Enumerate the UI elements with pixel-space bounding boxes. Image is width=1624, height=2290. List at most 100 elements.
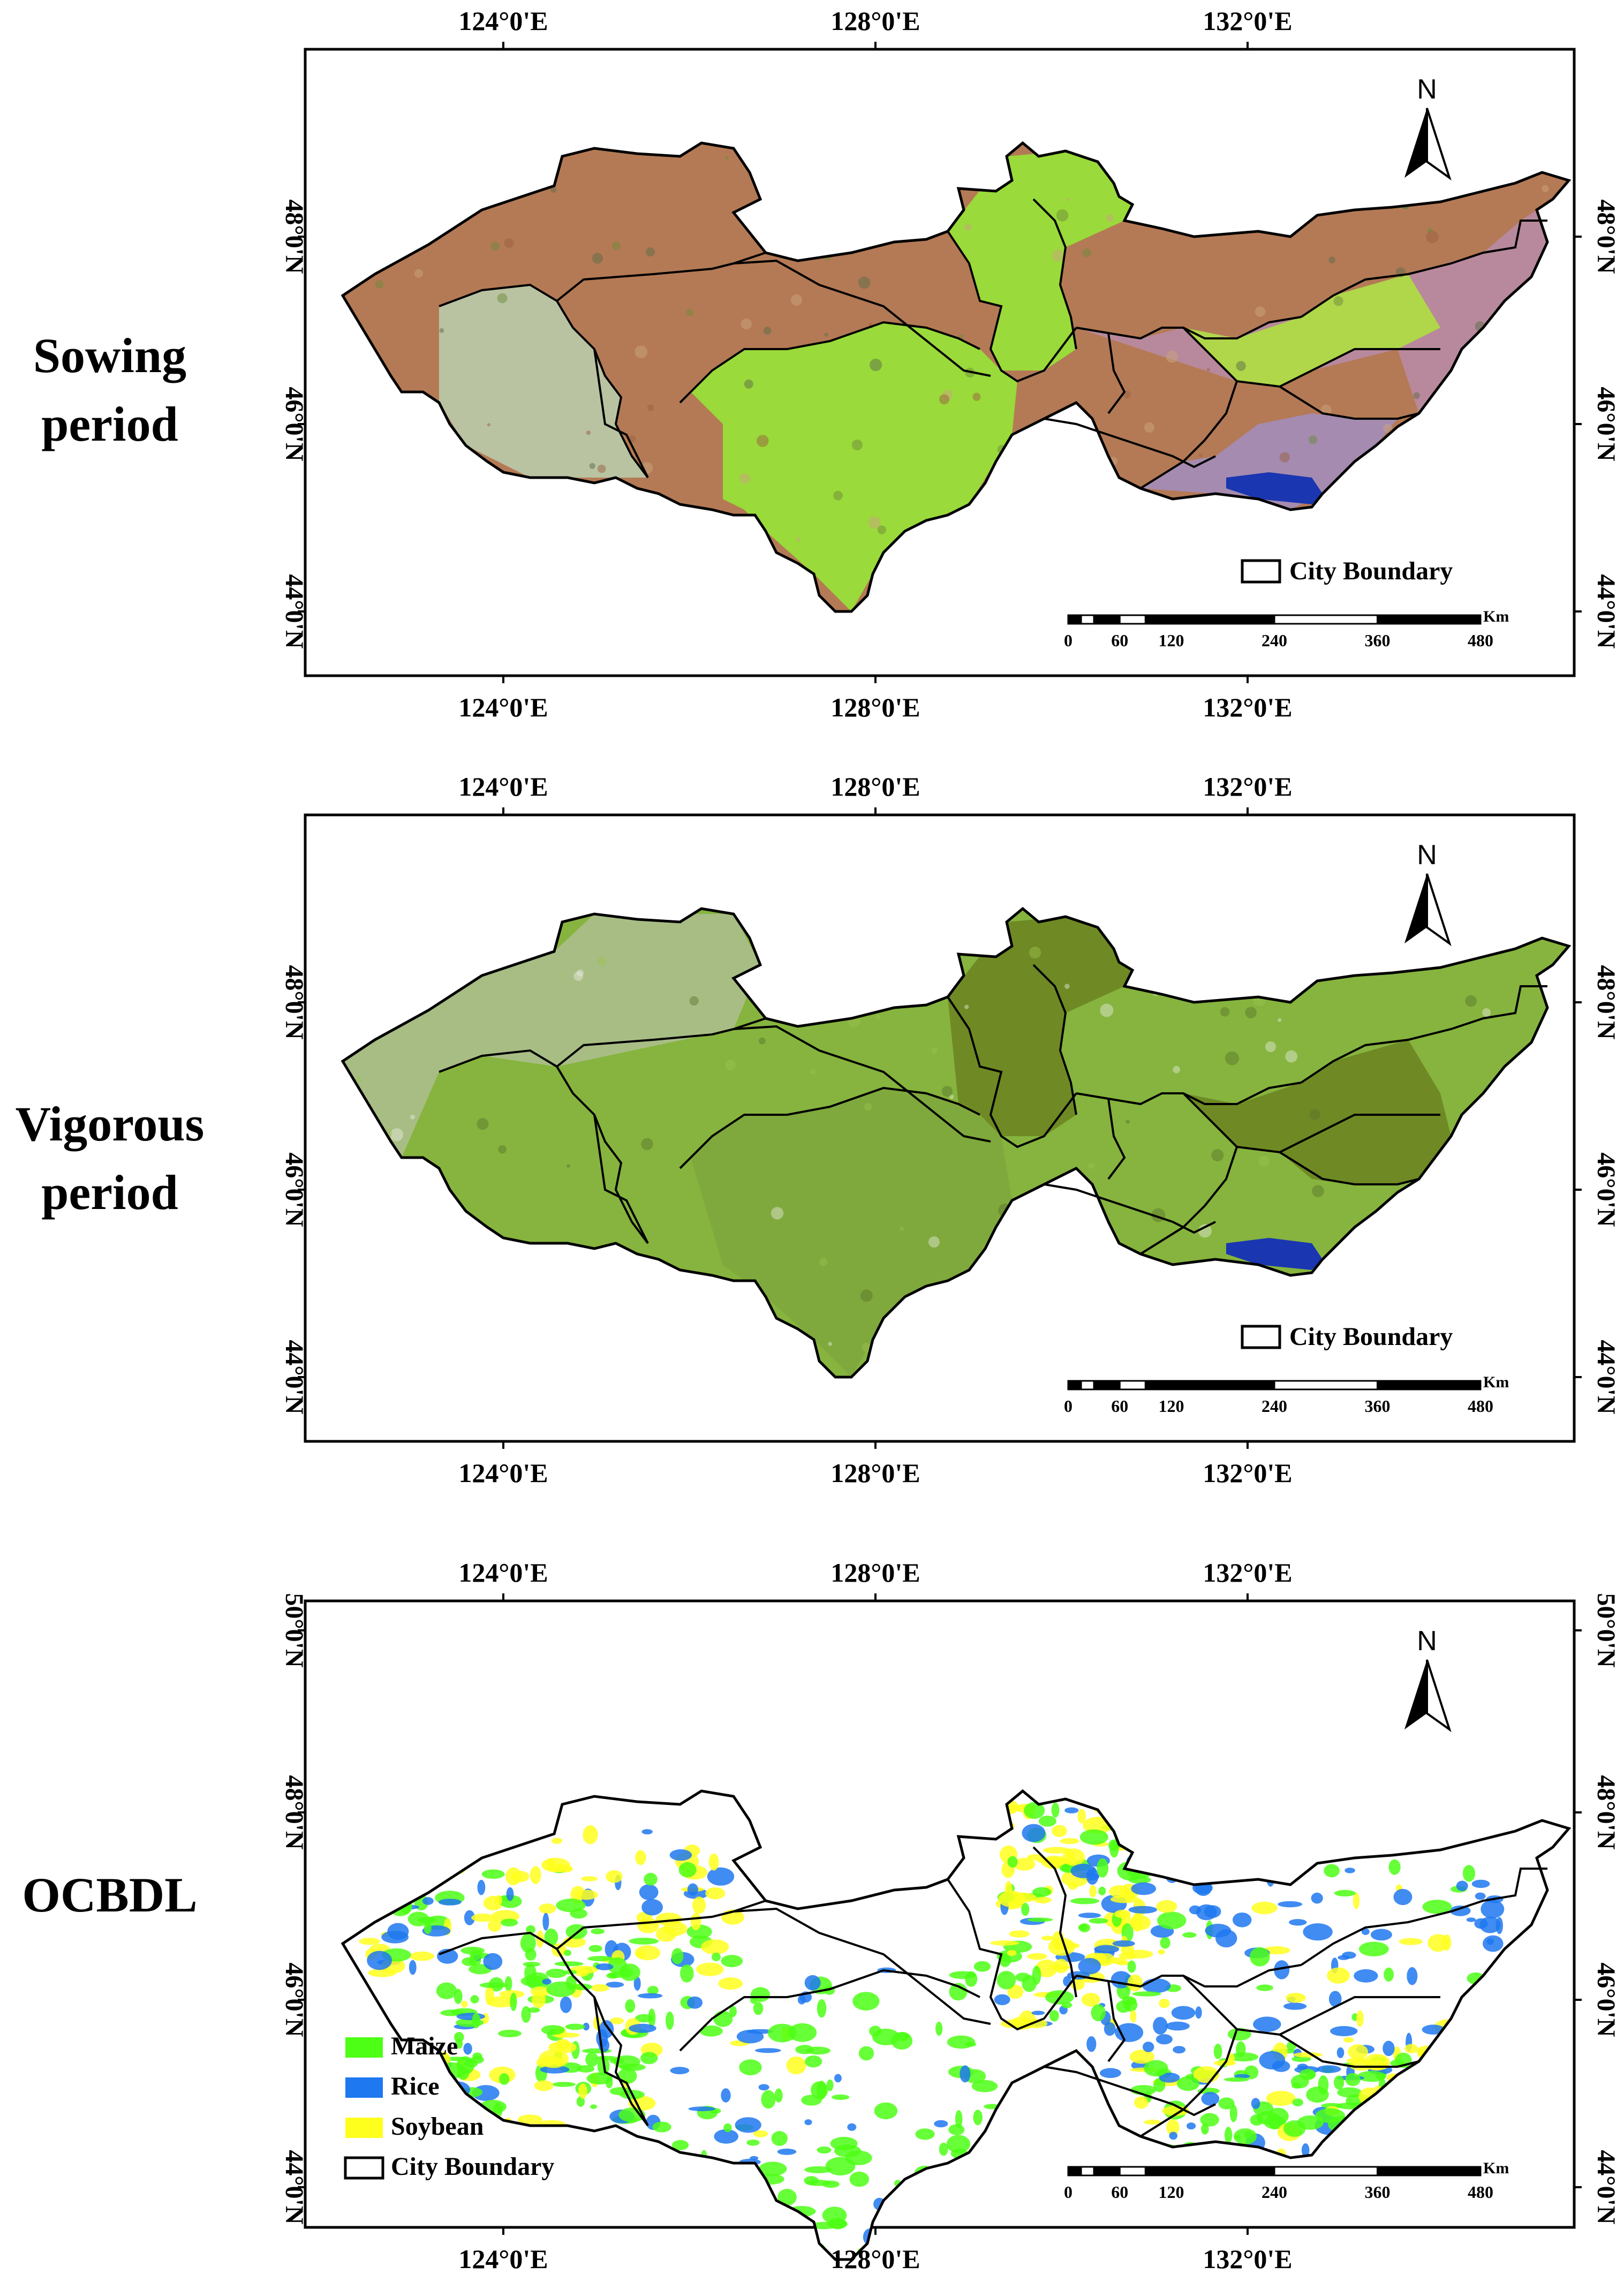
crop-patch	[1051, 1802, 1060, 1818]
lat-label-left: 46°0'N	[280, 387, 308, 462]
crop-patch	[477, 1879, 486, 1895]
scale-bar-segment	[1170, 614, 1275, 625]
texture-dot	[864, 1102, 872, 1111]
scale-label: 480	[1468, 1396, 1493, 1416]
city-boundary-line	[679, 391, 692, 404]
legend-swatch	[1241, 1325, 1281, 1349]
crop-patch	[424, 1922, 432, 1934]
texture-dot	[439, 328, 444, 333]
scale-bar-segment	[1144, 1380, 1172, 1390]
texture-dot	[741, 318, 752, 330]
crop-patch	[641, 1829, 653, 1834]
crop-patch	[464, 1910, 475, 1925]
crop-patch	[714, 2129, 738, 2144]
crop-patch	[1343, 2037, 1354, 2043]
crop-patch	[759, 2161, 787, 2176]
crop-patch	[692, 1896, 706, 1914]
crop-patch	[1114, 1909, 1131, 1918]
texture-dot	[724, 1060, 736, 1071]
north-arrow-icon	[1404, 1660, 1427, 1729]
texture-dot	[1285, 1050, 1298, 1063]
region-outline	[341, 1789, 1572, 2261]
crop-patch	[1078, 1923, 1091, 1932]
crop-patch	[472, 2013, 480, 2029]
water-body	[1226, 472, 1323, 504]
lat-label-right: 46°0'N	[1592, 1152, 1620, 1227]
crop-patch	[786, 2056, 806, 2075]
crop-patch	[964, 2042, 977, 2047]
crop-patch	[1024, 2019, 1048, 2028]
crop-patch	[608, 1957, 627, 1974]
city-boundary-line	[1032, 1846, 1077, 1998]
crop-patch	[606, 1870, 623, 1883]
crop-patch	[456, 2013, 485, 2020]
crop-patch	[587, 1956, 613, 1961]
city-boundary-line	[733, 252, 766, 264]
crop-patch	[736, 2030, 764, 2044]
row-label-vigorous: Vigorous period	[0, 1090, 220, 1227]
texture-dot	[1106, 214, 1114, 222]
crop-patch	[1112, 1940, 1135, 1947]
crop-patch	[1062, 1848, 1085, 1866]
crop-patch	[1334, 1890, 1356, 1896]
texture-dot	[964, 223, 972, 231]
lon-label-bottom: 124°0'E	[458, 692, 548, 722]
crop-patch	[1330, 2026, 1358, 2036]
map-figure: 124°0'E 124°0'E 128°0'E 128°0'E 132°0'E 132°0…	[280, 772, 1620, 1488]
crop-patch	[1176, 2076, 1200, 2091]
crop-patch	[1475, 1892, 1486, 1900]
crop-patch	[955, 2110, 963, 2128]
crop-patch	[1338, 1955, 1350, 1960]
crop-patch	[1201, 2123, 1209, 2135]
crop-patch	[1166, 2119, 1180, 2136]
crop-patch	[471, 2055, 484, 2064]
crop-patch	[1035, 1959, 1058, 1977]
texture-dot	[1100, 1003, 1114, 1017]
crop-patch	[1007, 1856, 1018, 1868]
crop-patch	[1328, 1991, 1342, 2007]
texture-dot	[490, 241, 500, 251]
crop-patch	[669, 1849, 692, 1861]
scale-bar-segment	[1080, 1380, 1095, 1390]
crop-patch	[816, 2081, 827, 2100]
crop-patch	[1156, 1900, 1177, 1913]
crop-patch	[1474, 1918, 1488, 1929]
crop-patch	[1215, 1929, 1237, 1948]
crop-patch	[1234, 2135, 1241, 2140]
texture-dot	[828, 1342, 833, 1346]
texture-dot	[1166, 351, 1179, 363]
crop-patch	[1078, 1958, 1101, 1975]
texture-dot	[1206, 368, 1210, 372]
crop-patch	[777, 2148, 797, 2155]
texture-dot	[1328, 256, 1336, 263]
crop-patch	[791, 2234, 820, 2248]
crop-patch	[585, 2052, 599, 2067]
crop-patch	[479, 1982, 508, 1989]
city-boundary-line	[1139, 381, 1238, 489]
crop-patch	[1043, 1847, 1071, 1854]
city-boundary-line	[733, 259, 991, 377]
crop-patch	[1115, 1961, 1130, 1966]
crop-patch	[949, 1983, 968, 2001]
city-boundary-line	[1279, 1151, 1419, 1185]
crop-patch	[755, 2048, 781, 2053]
city-boundary-line	[690, 321, 980, 393]
crop-patch	[581, 1876, 598, 1881]
crop-patch	[1007, 1949, 1017, 1956]
crop-patch	[973, 1961, 991, 1972]
crop-patch	[595, 1963, 614, 1970]
crop-patch	[638, 1993, 663, 1999]
crop-patch	[708, 1853, 719, 1871]
row-label-line: Sowing	[33, 328, 187, 383]
crop-patch	[1344, 1868, 1355, 1873]
crop-patch	[999, 1953, 1011, 1967]
crop-patch	[804, 2166, 832, 2173]
crop-patch	[817, 2146, 832, 2154]
texture-dot	[641, 1138, 653, 1150]
scale-label: 240	[1262, 1396, 1287, 1416]
crop-patch	[1021, 1902, 1030, 1916]
texture-dot	[1029, 947, 1041, 959]
texture-dot	[550, 187, 557, 193]
lat-label-right: 44°0'N	[1592, 2150, 1620, 2225]
crop-patch	[1466, 1917, 1476, 1922]
